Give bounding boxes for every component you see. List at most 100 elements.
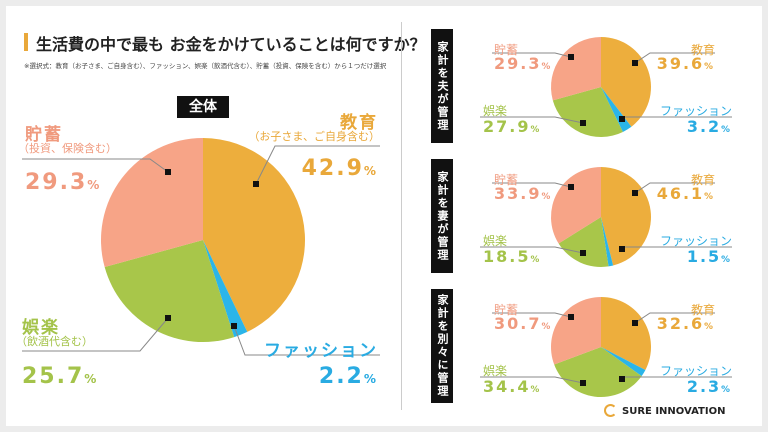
pie-slice-savings [551,167,601,244]
overall-chart-title: 全体 [177,96,229,118]
percent-sign: % [541,192,553,202]
percent-sign: % [84,372,99,386]
label-savings-text: 貯蓄 [494,43,519,57]
label-education: 教育 [691,171,715,188]
leader-line [480,246,584,254]
percent-sign: % [530,255,542,265]
percent-sign: % [363,164,378,178]
page-title: 生活費の中で最も お金をかけていることは何ですか？ [36,35,426,54]
sublabel-savings-text: （投資、保険含む） [18,142,117,155]
leader-marker [580,250,586,256]
leader-line [492,182,572,188]
leader-marker [632,60,638,66]
value-entertainment: 27.9% [483,117,541,136]
pie-slice-education [203,138,306,332]
percent-sign: % [721,255,732,265]
leader-line [22,158,169,173]
leader-line [634,182,715,194]
label-fashion-text: ファッション [659,364,732,378]
value-fashion-text: 2.3 [686,377,722,396]
label-entertainment: 娯楽 [483,362,507,379]
pie-slice-entertainment [554,347,642,397]
value-education: 32.6% [657,314,715,333]
label-fashion: ファッション [660,102,732,119]
value-entertainment-text: 34.4 [483,377,531,396]
leader-marker [580,120,586,126]
label-savings: 貯蓄 [494,41,518,58]
title-accent-bar [24,33,28,51]
label-fashion: ファッション [660,232,732,249]
leader-marker [253,181,259,187]
percent-sign: % [363,372,378,386]
value-fashion-text: 1.5 [686,247,722,266]
sublabel-education: （お子さま、ご自身含む） [248,128,380,144]
value-savings: 30.7% [494,314,552,333]
leader-marker [165,315,171,321]
value-savings-text: 29.3 [25,170,88,195]
label-entertainment-text: 娯楽 [483,104,508,118]
value-fashion: 2.3% [687,377,732,396]
label-entertainment-text: 娯楽 [483,364,508,378]
brand-logo-icon [604,404,617,417]
divider [401,22,402,410]
leader-line [22,317,169,352]
selection-note: ※選択式：教育（お子さま、ご自身含む）、ファッション、娯楽（飲酒代含む）、貯蓄（… [24,62,387,70]
label-savings: 貯蓄 [494,171,518,188]
value-education: 39.6% [657,54,715,73]
group-title-1: 家計を夫が管理 [431,29,453,143]
value-savings: 33.9% [494,184,552,203]
leader-marker [619,246,625,252]
percent-sign: % [704,322,715,332]
group-title-2: 家計を妻が管理 [431,159,453,273]
label-education-text: 教育 [690,173,715,187]
label-education: 教育 [691,41,715,58]
label-entertainment: 娯楽 [483,232,507,249]
sublabel-entertainment: （飲酒代含む） [16,333,93,349]
percent-sign: % [87,178,102,192]
leader-marker [619,376,625,382]
value-savings-text: 33.9 [494,184,542,203]
leader-line [492,312,572,318]
leader-line [255,145,380,185]
brand-name: SURE INNOVATION [622,406,726,417]
group-title-3: 家計を別々に管理 [431,289,453,403]
label-education-text: 教育 [690,43,715,57]
label-fashion-text: ファッション [659,234,732,248]
percent-sign: % [530,385,542,395]
value-savings-text: 30.7 [494,314,542,333]
sublabel-savings: （投資、保険含む） [18,140,117,156]
percent-sign: % [541,62,553,72]
value-fashion-text: 2.2 [318,364,364,389]
sublabel-education-text: （お子さま、ご自身含む） [248,130,380,143]
leader-marker [231,323,237,329]
percent-sign: % [721,125,732,135]
label-savings: 貯蓄 [25,120,63,145]
leader-marker [568,54,574,60]
pie-slice-savings [551,297,601,365]
pie-slice-fashion [601,347,646,377]
pie-slice-fashion [203,240,248,338]
percent-sign: % [704,192,715,202]
value-education: 42.9% [302,156,378,181]
leader-line [634,312,715,324]
label-entertainment-text: 娯楽 [483,234,508,248]
percent-sign: % [541,322,553,332]
label-savings-text: 貯蓄 [494,303,519,317]
value-savings-text: 29.3 [494,54,542,73]
percent-sign: % [530,125,542,135]
value-fashion-text: 3.2 [686,117,722,136]
sublabel-entertainment-text: （飲酒代含む） [16,335,93,348]
pie-slice-education [601,37,652,127]
value-fashion: 3.2% [687,117,732,136]
label-entertainment-text: 娯楽 [22,318,60,338]
value-savings: 29.3% [494,54,552,73]
label-education: 教育 [691,301,715,318]
value-fashion: 2.2% [319,364,378,389]
leader-marker [580,380,586,386]
value-entertainment-text: 27.9 [483,117,531,136]
value-entertainment-text: 18.5 [483,247,531,266]
pie-slice-entertainment [552,87,623,137]
label-entertainment: 娯楽 [483,102,507,119]
pie-slice-entertainment [104,240,235,342]
